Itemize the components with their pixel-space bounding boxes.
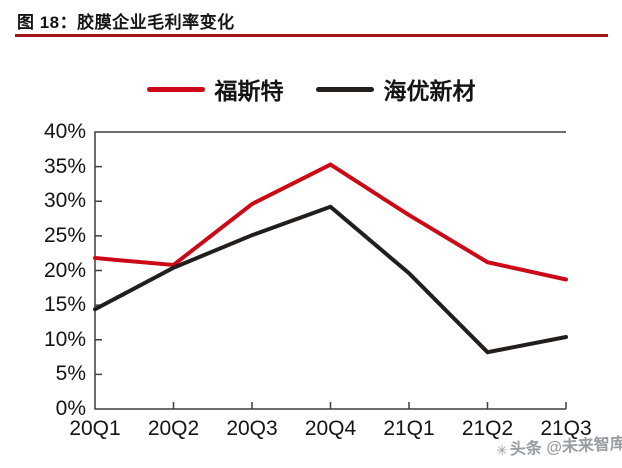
x-tick-label: 20Q4 (304, 417, 357, 440)
legend-label-haiyou: 海优新材 (383, 78, 476, 104)
series-line-haiyou (93, 204, 568, 355)
y-tick-label: 10% (43, 327, 86, 351)
legend-label-foster: 福斯特 (214, 78, 284, 104)
legend-item-foster: 福斯特 (146, 72, 284, 106)
x-tick-label: 20Q3 (226, 417, 278, 440)
y-tick-label: 0% (55, 397, 86, 420)
y-tick-label: 5% (55, 362, 86, 386)
y-tick-label: 40% (43, 120, 86, 143)
x-tick-label: 20Q1 (69, 417, 121, 440)
series-line-foster (93, 162, 568, 282)
legend-line-swatch-black (315, 86, 374, 92)
chart-legend: 福斯特 海优新材 (0, 74, 622, 104)
legend-line-swatch-red (146, 86, 205, 92)
y-tick-label: 30% (43, 189, 86, 213)
y-tick-label: 15% (43, 293, 86, 317)
watermark-star-icon: ✳ (495, 441, 509, 459)
x-tick-label: 21Q2 (461, 417, 514, 440)
legend-item-haiyou: 海优新材 (315, 72, 476, 106)
y-tick-label: 35% (43, 154, 86, 178)
y-tick-label: 25% (43, 223, 86, 247)
x-tick-label: 21Q3 (540, 417, 592, 440)
x-tick-label: 20Q2 (147, 417, 200, 440)
title-underline (15, 34, 608, 37)
y-tick-label: 20% (43, 258, 86, 282)
x-tick-label: 21Q1 (383, 417, 435, 440)
figure-title: 图 18：胶膜企业毛利率变化 (17, 13, 235, 32)
